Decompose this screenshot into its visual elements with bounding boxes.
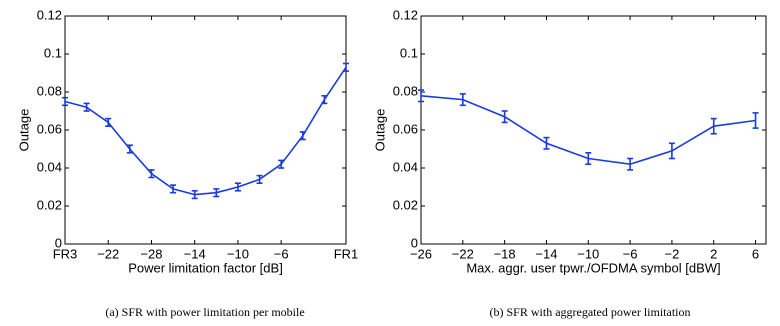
y-axis-label: Outage: [16, 109, 31, 152]
error-bar: [543, 136, 550, 150]
y-tick-label: 0.1: [44, 45, 62, 60]
error-bar: [234, 182, 241, 192]
error-bar: [105, 117, 112, 127]
y-tick-label: 0: [55, 235, 62, 250]
error-bar: [418, 89, 424, 103]
y-tick-label: 0.1: [400, 45, 418, 60]
x-tick-label: −26: [410, 246, 432, 261]
y-tick-label: 0.02: [37, 197, 62, 212]
y-tick-label: 0.04: [393, 159, 418, 174]
x-tick-label: −14: [184, 246, 206, 261]
x-tick-label: FR3: [53, 246, 78, 261]
x-axis-label: Max. aggr. user tpwr./OFDMA symbol [dBW]: [466, 260, 720, 275]
y-tick-label: 0.12: [37, 7, 62, 22]
x-tick-label: −6: [623, 246, 638, 261]
x-tick-label: −2: [664, 246, 679, 261]
error-bar: [148, 169, 155, 179]
y-tick-label: 0.08: [393, 83, 418, 98]
error-bar: [459, 93, 466, 107]
error-bar: [752, 112, 759, 129]
error-bar: [668, 142, 675, 160]
y-tick-label: 0.04: [37, 159, 62, 174]
error-bar: [321, 95, 328, 105]
x-tick-label: −10: [227, 246, 249, 261]
error-bar: [170, 184, 177, 194]
x-tick-label: −28: [140, 246, 162, 261]
error-bar: [126, 144, 133, 154]
error-bar: [343, 62, 349, 72]
error-bar: [299, 131, 306, 141]
error-bar: [278, 159, 285, 169]
x-tick-label: −6: [274, 246, 289, 261]
axes-box: [64, 15, 347, 245]
y-axis-label: Outage: [372, 109, 387, 152]
y-tick-label: 0.06: [37, 121, 62, 136]
y-tick-label: 0: [411, 235, 418, 250]
x-tick-label: 2: [710, 246, 717, 261]
error-bar: [710, 117, 717, 135]
x-axis-label: Power limitation factor [dB]: [128, 260, 283, 275]
error-bar: [627, 157, 634, 171]
y-tick-label: 0.12: [393, 7, 418, 22]
x-tick-label: FR1: [334, 246, 359, 261]
error-bar: [501, 110, 508, 124]
y-tick-label: 0.02: [393, 197, 418, 212]
data-line: [64, 66, 347, 196]
caption: (a) SFR with power limitation per mobile: [105, 305, 304, 319]
error-bar: [62, 96, 68, 107]
error-bar: [256, 174, 263, 184]
error-bar: [585, 152, 592, 165]
x-tick-label: 6: [752, 246, 759, 261]
error-bar: [191, 190, 198, 200]
x-tick-label: −22: [97, 246, 119, 261]
x-tick-label: −14: [535, 246, 557, 261]
x-tick-label: −22: [452, 246, 474, 261]
caption: (b) SFR with aggregated power limitation: [490, 305, 691, 319]
y-tick-label: 0.06: [393, 121, 418, 136]
y-tick-label: 0.08: [37, 83, 62, 98]
error-bar: [213, 188, 220, 198]
x-tick-label: −18: [494, 246, 516, 261]
x-tick-label: −10: [577, 246, 599, 261]
error-bar: [83, 102, 90, 112]
